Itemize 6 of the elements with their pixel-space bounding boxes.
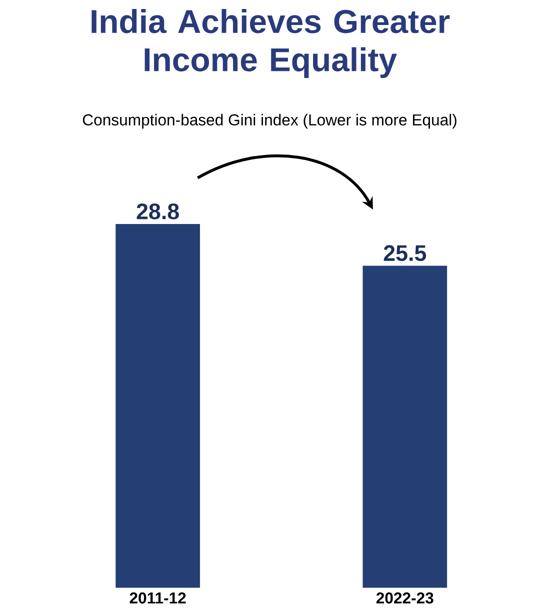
data-label: 25.5	[384, 245, 426, 262]
data-label: 28.8	[136, 204, 180, 220]
chart-subtitle: Consumption-based Gini index (Lower is more Equal)	[83, 114, 457, 129]
x-tick-label: 2022-23	[376, 592, 434, 604]
x-tick-label: 2011-12	[130, 592, 186, 604]
chart-title: India Achieves Greater Income Equality	[92, 9, 450, 78]
